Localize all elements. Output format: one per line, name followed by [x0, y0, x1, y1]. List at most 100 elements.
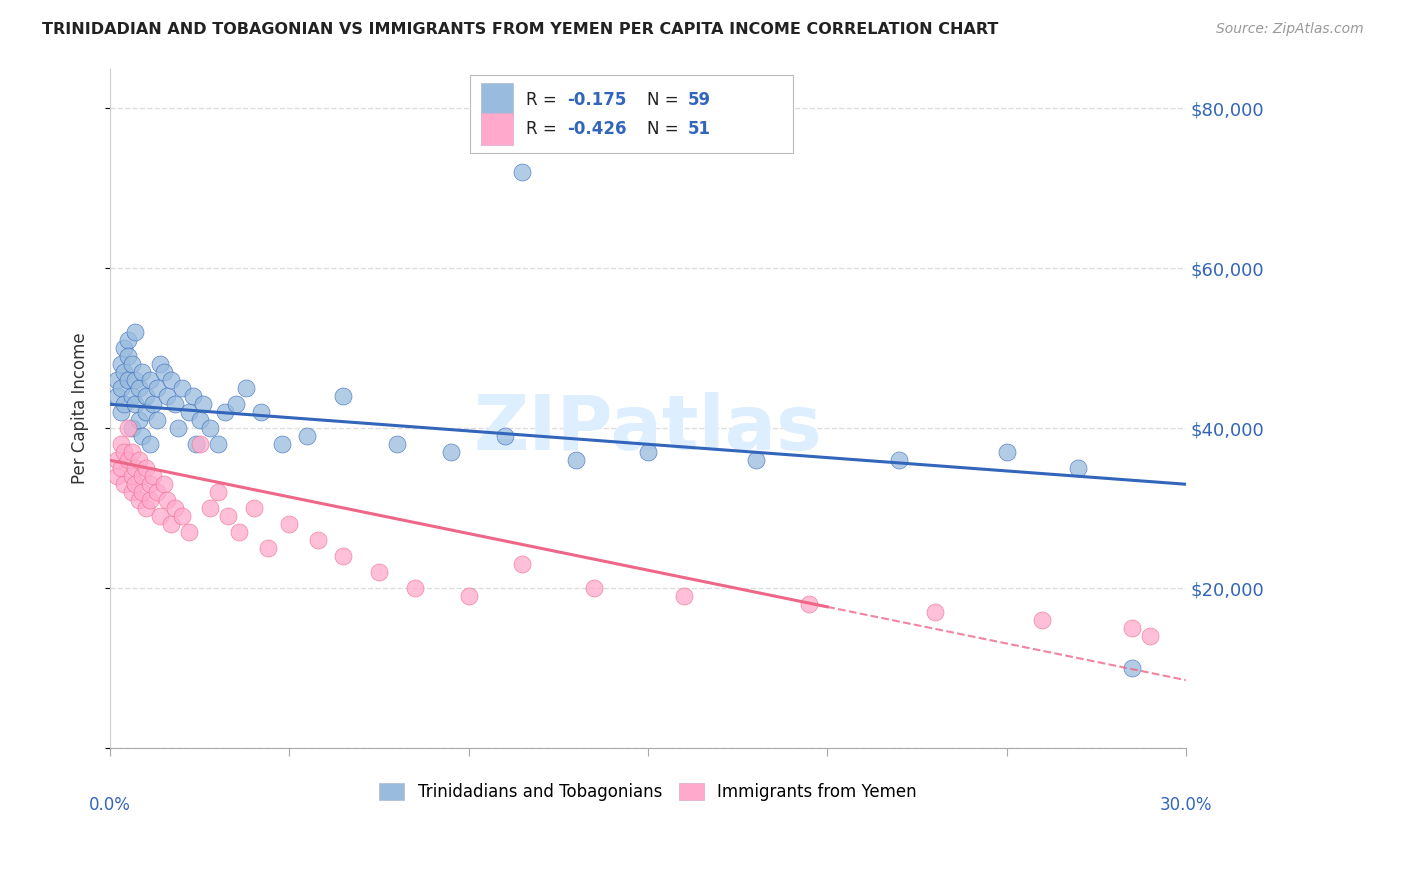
Point [117, 421, 139, 435]
Point [297, 429, 319, 443]
Point [565, 453, 588, 467]
Text: -0.175: -0.175 [567, 91, 627, 109]
Point [225, 397, 247, 411]
Text: 59: 59 [688, 91, 711, 109]
Point [138, 373, 160, 387]
Point [177, 405, 200, 419]
Point [494, 429, 516, 443]
Point [167, 421, 190, 435]
Point [117, 334, 139, 348]
Point [117, 349, 139, 363]
Point [105, 373, 128, 387]
Point [217, 509, 239, 524]
Point [105, 469, 128, 483]
Text: R =: R = [526, 120, 562, 138]
Point [131, 429, 153, 443]
Point [181, 389, 204, 403]
Point [163, 501, 186, 516]
Point [142, 397, 165, 411]
Point [200, 501, 222, 516]
Point [110, 357, 132, 371]
Point [332, 389, 354, 403]
Point [457, 589, 479, 603]
Point [583, 581, 606, 595]
Point [188, 413, 211, 427]
Point [512, 558, 534, 572]
Point [121, 469, 143, 483]
Point [153, 477, 176, 491]
Point [1031, 613, 1053, 627]
Point [135, 405, 157, 419]
Text: N =: N = [647, 91, 683, 109]
Point [128, 493, 150, 508]
Point [278, 517, 301, 532]
Point [307, 533, 329, 548]
Point [242, 501, 264, 516]
Point [124, 477, 146, 491]
Point [145, 485, 167, 500]
Point [110, 405, 132, 419]
Point [207, 437, 229, 451]
Point [138, 493, 160, 508]
Point [1067, 461, 1090, 475]
Text: TRINIDADIAN AND TOBAGONIAN VS IMMIGRANTS FROM YEMEN PER CAPITA INCOME CORRELATIO: TRINIDADIAN AND TOBAGONIAN VS IMMIGRANTS… [42, 22, 998, 37]
Point [138, 477, 160, 491]
Text: N =: N = [647, 120, 683, 138]
Point [235, 381, 257, 395]
Point [105, 389, 128, 403]
Point [121, 389, 143, 403]
Point [110, 461, 132, 475]
Point [117, 373, 139, 387]
Point [368, 565, 391, 579]
Point [124, 461, 146, 475]
Point [110, 381, 132, 395]
Point [112, 445, 135, 459]
Text: Source: ZipAtlas.com: Source: ZipAtlas.com [1216, 22, 1364, 37]
Point [135, 389, 157, 403]
Point [142, 469, 165, 483]
Point [149, 357, 172, 371]
Point [249, 405, 271, 419]
Point [887, 453, 910, 467]
Point [188, 437, 211, 451]
Point [135, 501, 157, 516]
Point [156, 493, 179, 508]
Point [1139, 629, 1161, 643]
Text: 0.0%: 0.0% [89, 796, 131, 814]
Point [145, 413, 167, 427]
Point [117, 453, 139, 467]
Point [121, 357, 143, 371]
Point [124, 326, 146, 340]
Point [160, 517, 183, 532]
Point [131, 365, 153, 379]
Point [121, 485, 143, 500]
Point [404, 581, 426, 595]
Text: ZIPatlas: ZIPatlas [474, 392, 823, 466]
Point [163, 397, 186, 411]
Point [112, 365, 135, 379]
Point [214, 405, 236, 419]
Point [385, 437, 408, 451]
Point [207, 485, 229, 500]
Point [128, 453, 150, 467]
Point [138, 437, 160, 451]
Y-axis label: Per Capita Income: Per Capita Income [72, 333, 89, 484]
FancyBboxPatch shape [481, 84, 513, 116]
Point [112, 477, 135, 491]
Point [170, 509, 193, 524]
Point [153, 365, 176, 379]
Point [112, 397, 135, 411]
Point [131, 485, 153, 500]
Text: R =: R = [526, 91, 562, 109]
Text: -0.426: -0.426 [567, 120, 627, 138]
Point [135, 461, 157, 475]
Point [177, 525, 200, 540]
Legend: Trinidadians and Tobagonians, Immigrants from Yemen: Trinidadians and Tobagonians, Immigrants… [373, 776, 924, 807]
Point [193, 397, 215, 411]
Point [160, 373, 183, 387]
Point [257, 541, 280, 556]
FancyBboxPatch shape [471, 75, 793, 153]
Point [228, 525, 250, 540]
Text: 51: 51 [688, 120, 711, 138]
Point [145, 381, 167, 395]
